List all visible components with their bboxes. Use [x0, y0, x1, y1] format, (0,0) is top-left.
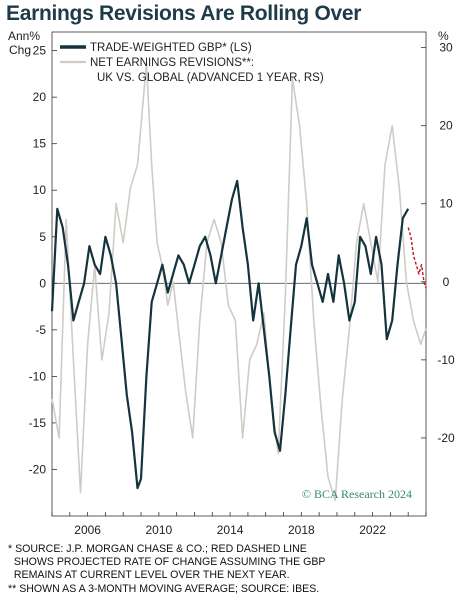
series-line-gbp: [50, 179, 410, 490]
left-axis-unit-label: Ann%: [8, 29, 40, 43]
left-tick-label: -5: [35, 323, 46, 337]
series-layer: [50, 62, 427, 502]
right-axis-unit-label: %: [438, 29, 449, 43]
right-tick-label: 20: [439, 119, 453, 133]
right-tick-label: 0: [443, 275, 450, 289]
chart-title: Earnings Revisions Are Rolling Over: [6, 2, 362, 25]
left-tick-label: 20: [33, 90, 47, 104]
axes: -20 -15 -10 -5 0 5 10 15 20 25 -20 -10 0 10 20 30 2006 20…: [8, 29, 455, 537]
right-tick-label: 30: [439, 41, 453, 55]
x-tick-label: 2018: [288, 523, 315, 537]
plot-frame: [51, 31, 427, 517]
left-tick-label: 5: [39, 230, 46, 244]
footnote-line: ** SHOWN AS A 3-MONTH MOVING AVERAGE; SO…: [8, 582, 320, 595]
x-tick-label: 2014: [217, 523, 244, 537]
x-tick-label: 2006: [74, 523, 101, 537]
series-line-revisions: [51, 62, 427, 502]
watermark: © BCA Research 2024: [302, 487, 412, 501]
x-tick-label: 2022: [359, 523, 386, 537]
right-tick-label: -10: [437, 353, 455, 367]
left-tick-label: -10: [29, 369, 47, 383]
left-tick-label: 10: [33, 183, 47, 197]
legend-label: TRADE-WEIGHTED GBP* (LS): [90, 42, 252, 54]
footnote-line: * SOURCE: J.P. MORGAN CHASE & CO.; RED D…: [8, 543, 307, 555]
right-tick-label: -20: [437, 431, 455, 445]
legend-label: UK VS. GLOBAL (ADVANCED 1 YEAR, RS): [97, 72, 324, 84]
left-tick-label: 0: [39, 276, 46, 290]
left-tick-label: -15: [29, 416, 47, 430]
left-tick-label: 25: [33, 44, 47, 58]
legend: TRADE-WEIGHTED GBP* (LS) NET EARNINGS REV…: [60, 42, 412, 501]
left-tick-label: -20: [29, 462, 47, 476]
legend-label: NET EARNINGS REVISIONS**:: [90, 57, 254, 69]
left-tick-label: 15: [33, 137, 47, 151]
x-tick-label: 2010: [146, 523, 173, 537]
footnote-line: REMAINS AT CURRENT LEVEL OVER THE NEXT Y…: [8, 569, 290, 582]
left-axis-unit-label: Chg: [9, 43, 31, 57]
right-tick-label: 10: [439, 197, 453, 211]
footnotes: * SOURCE: J.P. MORGAN CHASE & CO.; RED D…: [8, 543, 468, 596]
series-line-projection: [407, 227, 427, 289]
footnote-line: SHOWS PROJECTED RATE OF CHANGE ASSUMING …: [8, 556, 326, 569]
